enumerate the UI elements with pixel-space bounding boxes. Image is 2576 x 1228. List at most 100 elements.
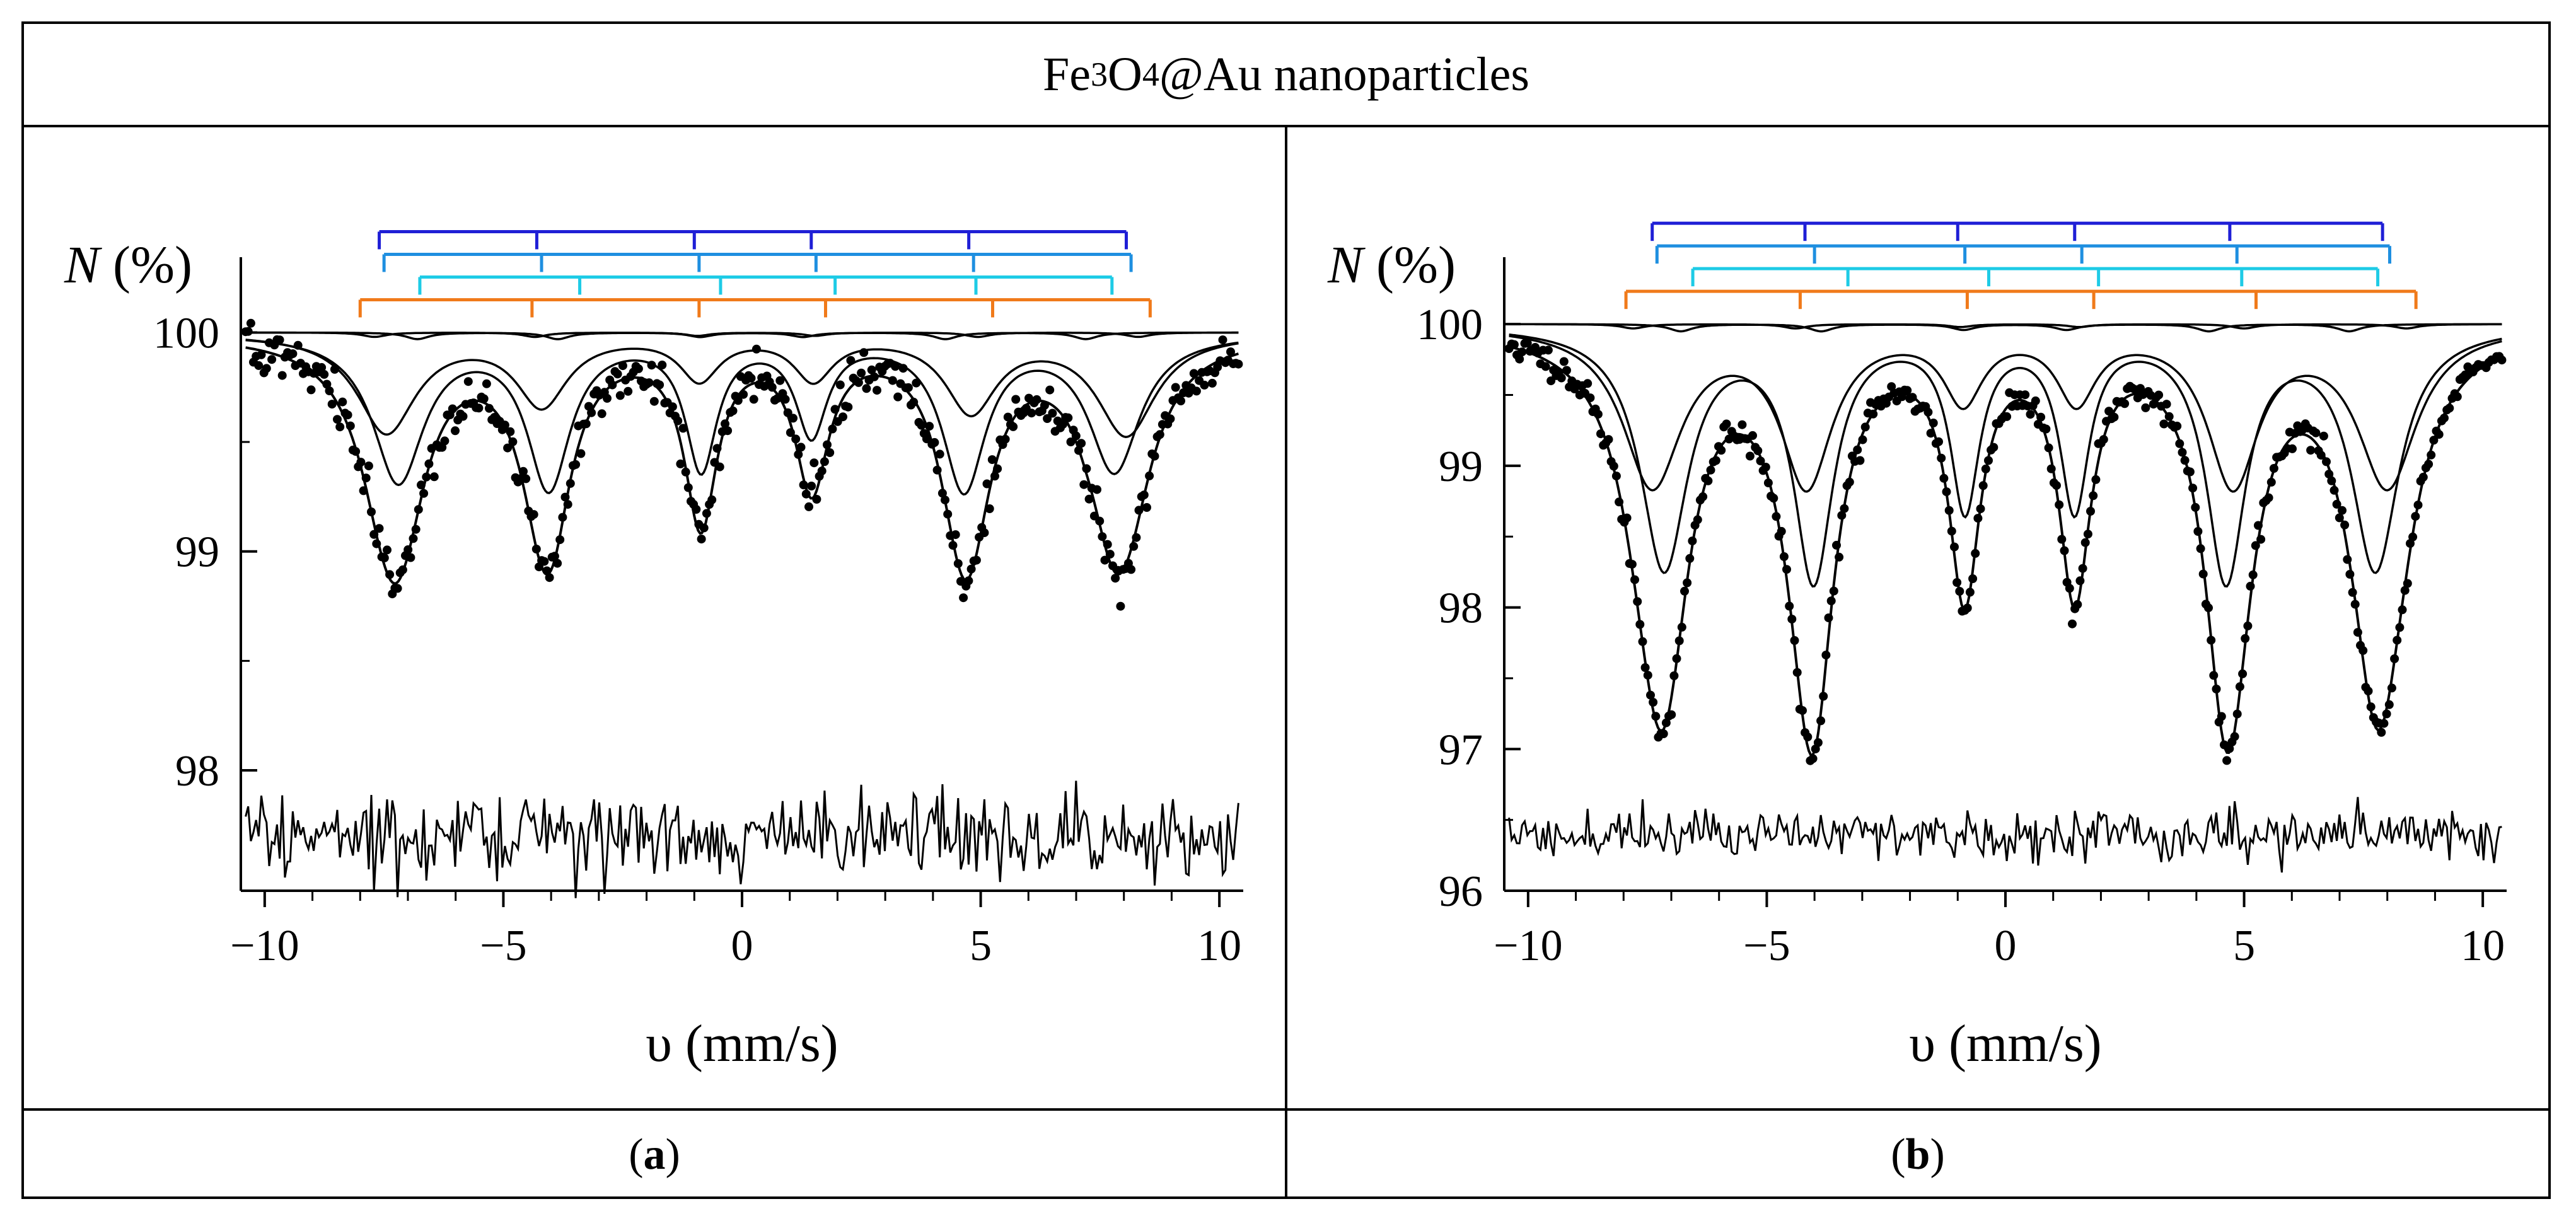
- data-point: [828, 424, 837, 434]
- data-point: [293, 340, 303, 350]
- data-point: [2306, 446, 2316, 455]
- data-point: [2348, 588, 2357, 597]
- data-point: [2198, 569, 2208, 579]
- data-point: [2288, 444, 2297, 453]
- data-point: [1132, 533, 1141, 542]
- data-point: [1674, 636, 1684, 646]
- data-point: [566, 478, 575, 488]
- data-point: [1968, 574, 1978, 583]
- data-point: [608, 380, 617, 390]
- data-point: [338, 397, 347, 407]
- data-point: [393, 584, 402, 593]
- data-point: [2120, 399, 2130, 408]
- component-curve-4: [245, 331, 1239, 339]
- data-point: [1939, 473, 1949, 483]
- data-point: [1659, 729, 1668, 738]
- data-point: [678, 424, 688, 433]
- data-point: [1541, 362, 1550, 371]
- data-point: [1683, 578, 1692, 588]
- y-axis-unit: (%): [1363, 236, 1456, 294]
- data-point: [801, 489, 811, 499]
- data-point: [2445, 403, 2454, 413]
- x-tick-label: 0: [731, 922, 753, 970]
- caption-b-close: ): [1930, 1130, 1945, 1179]
- data-point: [1064, 413, 1073, 422]
- data-point: [1095, 516, 1105, 526]
- stick-marker-1: [378, 229, 1128, 250]
- data-point: [775, 376, 785, 385]
- data-point: [519, 466, 528, 476]
- data-point: [2083, 530, 2092, 539]
- data-point: [2078, 564, 2087, 573]
- data-point: [550, 552, 559, 561]
- data-point: [649, 397, 659, 406]
- data-point: [545, 573, 554, 582]
- data-point: [2232, 709, 2242, 719]
- data-point: [2408, 532, 2418, 542]
- data-point: [409, 534, 418, 543]
- data-point: [707, 495, 717, 504]
- data-point: [1596, 429, 1605, 439]
- data-point: [1218, 335, 1227, 345]
- data-point: [327, 400, 337, 409]
- data-point: [485, 403, 494, 413]
- data-point: [1703, 476, 1713, 485]
- data-point: [624, 386, 633, 396]
- y-axis-unit: (%): [100, 236, 192, 294]
- data-point: [2327, 476, 2336, 485]
- data-point: [2073, 600, 2082, 609]
- data-point: [1952, 578, 1962, 587]
- data-point: [1176, 397, 1185, 405]
- data-point: [419, 489, 429, 498]
- data-point: [1897, 392, 1906, 402]
- data-point: [1009, 422, 1018, 431]
- data-point: [891, 362, 900, 371]
- data-point: [697, 535, 706, 544]
- data-point: [2264, 493, 2273, 502]
- data-point: [953, 559, 963, 568]
- data-point: [2159, 419, 2169, 429]
- data-point: [2238, 669, 2248, 678]
- data-point: [990, 472, 999, 481]
- data-point: [2413, 501, 2423, 510]
- data-point: [2162, 400, 2171, 409]
- chart-panel-a: 98 99 100 −10 −5 0 5 10 υ (mm/s) N (%): [64, 229, 1243, 1073]
- data-point: [2021, 390, 2030, 400]
- data-point: [2324, 470, 2334, 479]
- data-point: [647, 361, 656, 370]
- data-point: [1803, 733, 1813, 741]
- data-point: [1207, 378, 1217, 388]
- data-point: [1609, 461, 1618, 471]
- figure-frame: Fe 3 O 4 @Au nanoparticles 98 99 100 −10 −5 0 5 10 υ…: [21, 21, 2551, 1199]
- data-point: [1189, 369, 1198, 378]
- data-point: [767, 383, 777, 392]
- title-rest: @Au nanoparticles: [1159, 47, 1529, 101]
- data-point: [794, 449, 803, 459]
- data-point: [1611, 472, 1621, 481]
- data-point: [2403, 579, 2412, 588]
- data-point: [1155, 430, 1164, 439]
- data-point: [985, 504, 994, 513]
- data-point: [1583, 379, 1593, 388]
- data-point: [1832, 540, 1841, 550]
- x-tick-label: 5: [2233, 922, 2255, 970]
- data-point: [909, 397, 919, 407]
- data-point: [322, 379, 332, 389]
- data-point: [857, 368, 866, 378]
- data-point: [2075, 576, 2085, 586]
- data-point: [2382, 709, 2391, 719]
- data-point: [506, 427, 515, 436]
- data-point: [2269, 464, 2278, 473]
- data-point: [723, 426, 733, 436]
- data-point: [2175, 439, 2184, 448]
- data-point: [458, 412, 468, 421]
- data-point: [262, 364, 271, 373]
- data-point: [1787, 615, 1797, 624]
- data-point: [1816, 716, 1826, 726]
- data-point: [820, 457, 829, 466]
- data-point: [2188, 484, 2198, 493]
- y-tick-label: 99: [175, 528, 219, 577]
- data-point: [1001, 434, 1010, 444]
- data-point: [1139, 490, 1149, 500]
- data-point: [2104, 407, 2114, 416]
